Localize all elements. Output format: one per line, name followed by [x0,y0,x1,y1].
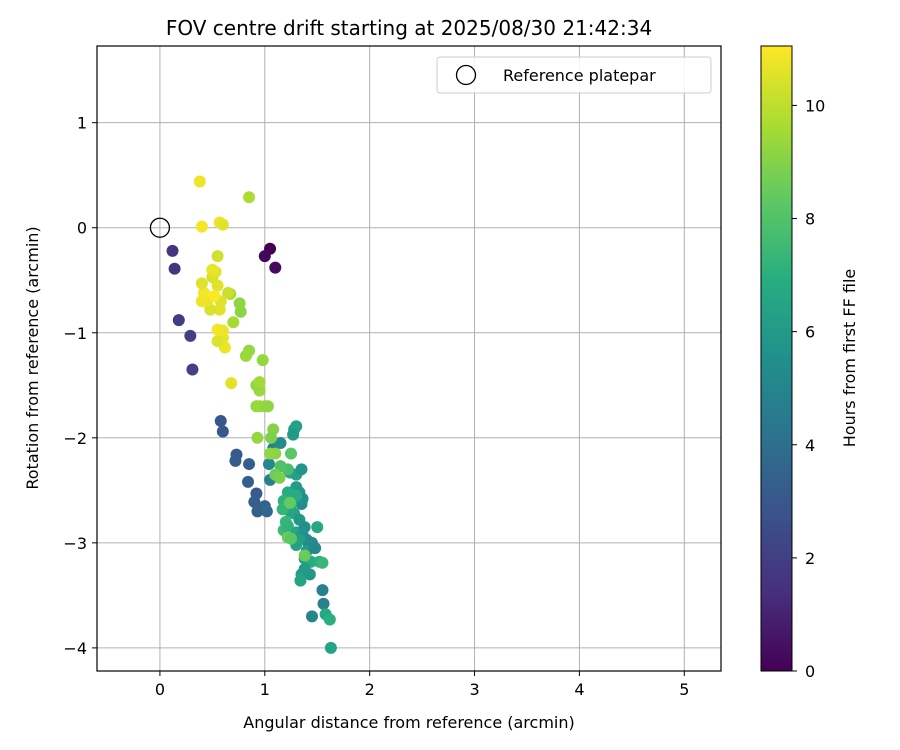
data-point [298,549,311,562]
colorbar-gradient [760,45,793,672]
data-point [317,597,330,610]
x-tick-label: 0 [155,680,165,699]
data-point [262,458,275,471]
x-tick-label: 1 [260,680,270,699]
data-point [239,349,252,362]
data-point [166,244,179,257]
colorbar-tick-label: 8 [805,210,815,229]
data-point [285,532,298,545]
data-point [233,297,246,310]
data-point [242,475,255,488]
data-point [251,505,264,518]
data-point [258,250,271,263]
data-point [168,262,181,275]
x-tick-label: 5 [679,680,689,699]
legend: Reference platepar [436,56,712,94]
grid-lines [97,46,721,671]
data-point [211,335,224,348]
data-point [216,324,229,337]
data-point [216,425,229,438]
data-point [264,447,277,460]
x-axis: 0 1 2 3 4 5 [155,671,689,699]
data-point [197,286,210,299]
data-point [261,400,274,413]
data-point [273,471,286,484]
data-point [305,610,318,623]
data-point [285,447,298,460]
data-point [222,286,235,299]
data-point [208,290,221,302]
reference-point [149,217,171,238]
points-layer [166,175,337,654]
data-point [281,520,294,533]
data-point [283,496,296,509]
data-point [214,415,227,427]
data-point [229,454,242,467]
y-tick-label: −3 [63,534,87,553]
data-point [243,191,256,204]
legend-box [436,56,712,94]
data-point [323,613,336,626]
data-point [256,354,269,367]
data-point [316,556,329,569]
data-point [193,175,206,188]
plot-frame [96,45,722,672]
data-point [311,521,324,534]
colorbar-tick-label: 2 [805,549,815,568]
data-point [195,220,208,233]
colorbar-tick-label: 6 [805,323,815,342]
data-point [186,363,199,376]
y-tick-label: −4 [63,639,87,658]
data-point [269,261,282,274]
data-point [243,458,256,471]
data-point [324,641,337,654]
data-point [172,314,185,327]
data-point [225,377,238,390]
colorbar-tick-label: 4 [805,436,815,455]
data-point [287,428,300,441]
y-axis: 1 0 −1 −2 −3 −4 [63,114,97,658]
y-tick-label: 1 [77,114,87,133]
data-point [316,584,329,597]
colorbar-tick-label: 10 [805,96,825,115]
y-axis-label: Rotation from reference (arcmin) [23,226,42,489]
data-point [206,263,219,276]
y-tick-label: −2 [63,429,87,448]
data-point [295,463,308,476]
colorbar-tick-label: 0 [805,662,815,681]
colorbar: 0 2 4 6 8 10 Hours from first FF file [760,45,859,681]
colorbar-label: Hours from first FF file [840,269,859,448]
data-point [303,568,316,581]
chart-title: FOV centre drift starting at 2025/08/30 … [166,16,652,40]
data-point [294,574,307,587]
data-point [195,277,208,290]
x-axis-label: Angular distance from reference (arcmin) [243,713,574,732]
legend-marker [455,64,477,86]
colorbar-ticks: 0 2 4 6 8 10 [792,96,825,681]
data-point [260,505,273,518]
reference-layer [149,217,171,238]
legend-label: Reference platepar [503,66,656,85]
data-point [211,250,224,263]
data-point [253,376,266,389]
x-tick-label: 4 [574,680,584,699]
data-point [274,437,287,450]
data-point [251,431,264,444]
y-tick-label: −1 [63,324,87,343]
data-point [309,542,322,555]
x-tick-label: 2 [365,680,375,699]
data-point [216,218,229,231]
x-tick-label: 3 [469,680,479,699]
y-tick-label: 0 [77,219,87,238]
data-point [265,431,278,444]
data-point [184,329,197,342]
data-point [227,316,240,329]
